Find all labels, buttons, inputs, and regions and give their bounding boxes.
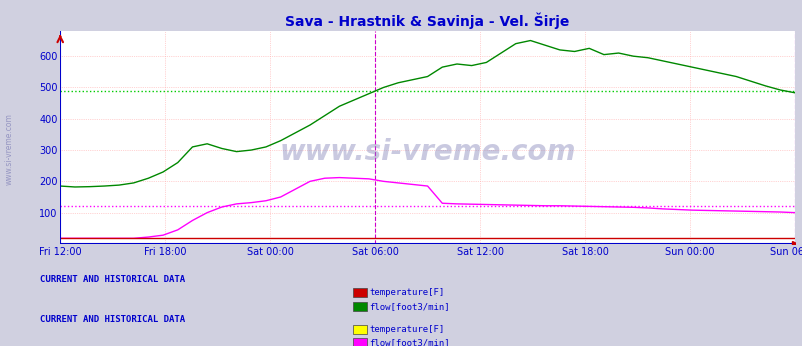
- Text: flow[foot3/min]: flow[foot3/min]: [369, 338, 449, 346]
- Text: temperature[F]: temperature[F]: [369, 288, 444, 297]
- Text: www.si-vreme.com: www.si-vreme.com: [5, 113, 14, 185]
- Text: CURRENT AND HISTORICAL DATA: CURRENT AND HISTORICAL DATA: [40, 315, 185, 324]
- Text: temperature[F]: temperature[F]: [369, 325, 444, 334]
- Text: www.si-vreme.com: www.si-vreme.com: [279, 138, 575, 166]
- Text: CURRENT AND HISTORICAL DATA: CURRENT AND HISTORICAL DATA: [40, 275, 185, 284]
- Text: flow[foot3/min]: flow[foot3/min]: [369, 302, 449, 311]
- Title: Sava - Hrastnik & Savinja - Vel. Širje: Sava - Hrastnik & Savinja - Vel. Širje: [285, 12, 569, 29]
